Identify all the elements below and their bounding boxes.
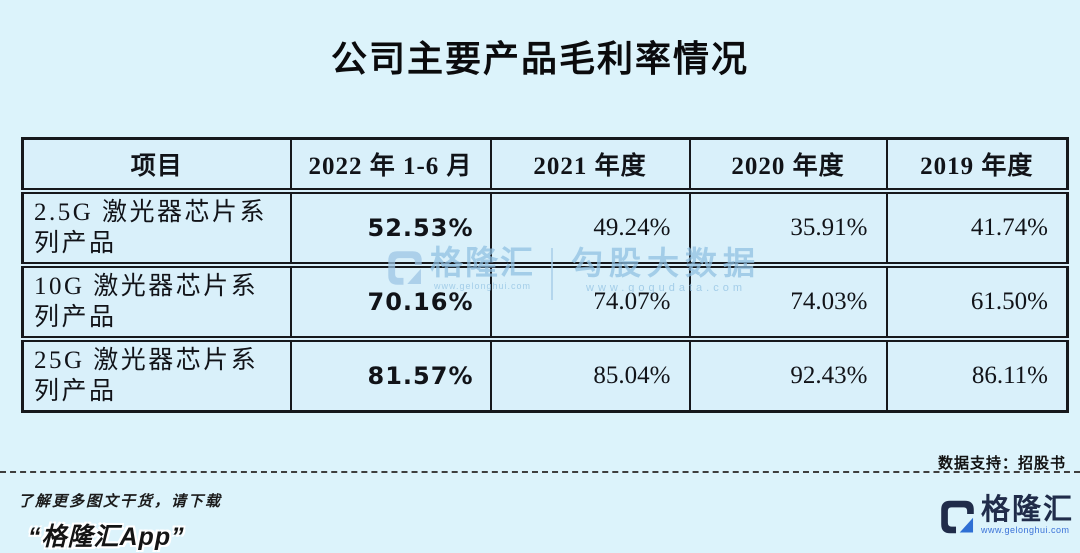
footer-brand-name: 格隆汇 bbox=[980, 494, 1074, 526]
footer-brand-url: www.gelonghui.com bbox=[980, 525, 1070, 535]
header-item: 项目 bbox=[21, 137, 292, 192]
value-cell: 86.11% bbox=[885, 336, 1069, 413]
value-cell: 61.50% bbox=[885, 262, 1069, 340]
value-cell: 49.24% bbox=[489, 188, 691, 266]
dashed-divider bbox=[0, 471, 1080, 473]
footer-promo: 了解更多图文干货，请下载 “格隆汇App” bbox=[18, 490, 222, 553]
value-cell: 74.07% bbox=[489, 262, 691, 340]
data-source-note: 数据支持：招股书 bbox=[937, 455, 1066, 472]
value-cell: 74.03% bbox=[688, 262, 888, 340]
table-row: 2.5G 激光器芯片系列产品 52.53% 49.24% 35.91% 41.7… bbox=[21, 188, 1069, 266]
value-cell: 92.43% bbox=[688, 336, 888, 413]
value-cell: 70.16% bbox=[289, 262, 492, 340]
header-2022h1: 2022 年 1-6 月 bbox=[289, 137, 492, 192]
footer-brand: 格隆汇 www.gelonghui.com bbox=[939, 495, 1074, 538]
promo-text: 了解更多图文干货，请下载 bbox=[18, 493, 223, 510]
header-2020: 2020 年度 bbox=[688, 137, 888, 192]
value-cell: 35.91% bbox=[688, 188, 888, 266]
table-header-row: 项目 2022 年 1-6 月 2021 年度 2020 年度 2019 年度 bbox=[21, 137, 1069, 192]
value-cell: 81.57% bbox=[289, 336, 492, 413]
product-label: 2.5G 激光器芯片系列产品 bbox=[21, 188, 292, 266]
value-cell: 41.74% bbox=[885, 188, 1069, 266]
gelonghui-logo-icon bbox=[941, 500, 974, 534]
app-name-text: “格隆汇App” bbox=[28, 523, 185, 551]
product-label: 10G 激光器芯片系列产品 bbox=[21, 262, 292, 340]
table-row: 25G 激光器芯片系列产品 81.57% 85.04% 92.43% 86.11… bbox=[21, 336, 1069, 413]
table-row: 10G 激光器芯片系列产品 70.16% 74.07% 74.03% 61.50… bbox=[21, 262, 1069, 340]
header-2021: 2021 年度 bbox=[489, 137, 691, 192]
value-cell: 52.53% bbox=[289, 188, 492, 266]
product-label: 25G 激光器芯片系列产品 bbox=[21, 336, 292, 413]
header-2019: 2019 年度 bbox=[885, 137, 1069, 192]
gross-margin-table: 项目 2022 年 1-6 月 2021 年度 2020 年度 2019 年度 … bbox=[21, 137, 1069, 413]
page-title: 公司主要产品毛利率情况 bbox=[330, 38, 749, 79]
value-cell: 85.04% bbox=[489, 336, 691, 413]
